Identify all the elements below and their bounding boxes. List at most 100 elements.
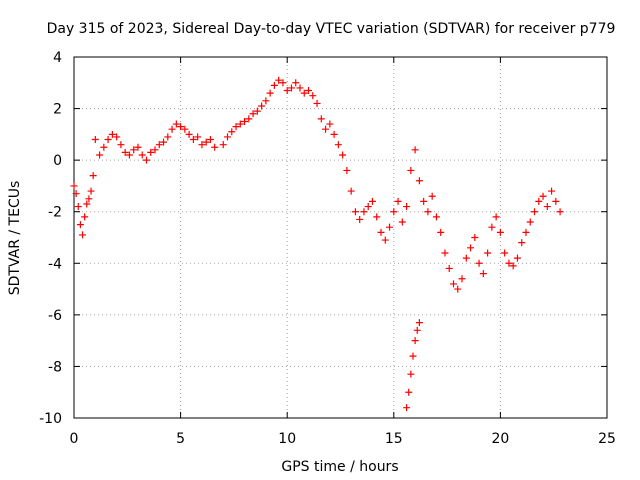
y-tick-label: -4 — [48, 256, 62, 272]
data-point — [198, 141, 206, 149]
data-point-isolated — [413, 326, 421, 334]
data-point — [87, 187, 95, 195]
data-point — [181, 125, 189, 133]
data-point — [309, 92, 317, 100]
data-point — [351, 208, 359, 216]
x-tick-label: 10 — [278, 431, 296, 447]
data-point — [83, 200, 91, 208]
data-point — [441, 249, 449, 257]
data-point — [356, 215, 364, 223]
data-point — [275, 76, 283, 84]
data-point — [317, 115, 325, 123]
data-point — [305, 87, 313, 95]
data-point — [484, 249, 492, 257]
axis-ticks: 0 5 10 15 20 25 -10 -8 -6 -4 -2 0 2 4 — [39, 50, 616, 447]
data-point — [535, 197, 543, 205]
data-point — [381, 236, 389, 244]
data-point — [147, 148, 155, 156]
data-point — [415, 177, 423, 185]
data-point-isolated — [405, 388, 413, 396]
data-point — [373, 213, 381, 221]
data-points — [70, 76, 564, 412]
data-point — [236, 120, 244, 128]
data-point — [390, 208, 398, 216]
data-point — [377, 228, 385, 236]
y-tick-label: -2 — [48, 205, 62, 221]
data-point — [411, 146, 419, 154]
data-point — [85, 195, 93, 203]
data-point — [96, 151, 104, 159]
data-point — [475, 259, 483, 267]
data-point — [211, 143, 219, 151]
y-axis-label: SDTVAR / TECUs — [7, 181, 23, 296]
data-point — [334, 141, 342, 149]
data-point — [262, 97, 270, 105]
data-point — [89, 172, 97, 180]
data-point — [81, 213, 89, 221]
data-point — [76, 221, 84, 229]
data-point — [437, 228, 445, 236]
y-tick-label: -6 — [48, 308, 62, 324]
data-point — [172, 120, 180, 128]
y-tick-label: -8 — [48, 359, 62, 375]
data-point-isolated — [411, 337, 419, 345]
data-point-isolated — [409, 352, 417, 360]
data-point — [270, 81, 278, 89]
data-point — [458, 275, 466, 283]
data-point-isolated — [415, 319, 423, 327]
y-tick-label: 2 — [53, 102, 62, 118]
data-point — [168, 125, 176, 133]
data-point — [543, 203, 551, 211]
data-point — [368, 197, 376, 205]
data-point — [518, 239, 526, 247]
data-point — [364, 203, 372, 211]
data-point — [505, 259, 513, 267]
data-point — [428, 192, 436, 200]
data-point — [339, 151, 347, 159]
data-point — [398, 218, 406, 226]
data-point — [326, 120, 334, 128]
data-point — [219, 141, 227, 149]
data-point — [513, 254, 521, 262]
data-point — [91, 136, 99, 144]
data-point — [125, 151, 133, 159]
data-point — [121, 148, 129, 156]
data-point — [424, 208, 432, 216]
data-point — [142, 156, 150, 164]
data-point — [232, 123, 240, 131]
data-point — [194, 133, 202, 141]
data-point — [79, 231, 87, 239]
data-point — [526, 218, 534, 226]
data-point — [185, 130, 193, 138]
data-point — [241, 117, 249, 125]
data-point — [432, 213, 440, 221]
data-point — [70, 182, 78, 190]
data-point — [407, 166, 415, 174]
data-point — [249, 110, 257, 118]
data-point — [556, 208, 564, 216]
data-point — [160, 138, 168, 146]
x-tick-label: 25 — [598, 431, 616, 447]
data-point — [488, 223, 496, 231]
data-point — [462, 254, 470, 262]
data-point — [347, 187, 355, 195]
data-point — [155, 141, 163, 149]
data-point — [296, 84, 304, 92]
data-point — [386, 223, 394, 231]
data-point — [394, 197, 402, 205]
data-point — [100, 143, 108, 151]
data-point — [108, 130, 116, 138]
data-point-isolated — [407, 370, 415, 378]
data-point — [471, 234, 479, 241]
data-point — [177, 123, 185, 131]
data-point — [266, 89, 274, 97]
data-point — [224, 133, 232, 141]
data-point — [253, 107, 261, 115]
y-tick-label: 4 — [53, 50, 62, 66]
data-point — [206, 136, 214, 144]
data-point — [245, 115, 253, 123]
data-point — [292, 79, 300, 87]
y-tick-label: 0 — [53, 153, 62, 169]
